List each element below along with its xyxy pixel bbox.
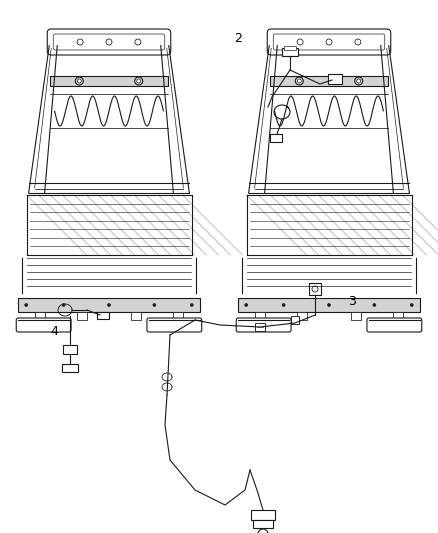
FancyBboxPatch shape <box>309 283 321 295</box>
FancyBboxPatch shape <box>393 312 403 320</box>
FancyBboxPatch shape <box>238 298 420 312</box>
FancyBboxPatch shape <box>18 298 200 312</box>
FancyBboxPatch shape <box>270 76 389 86</box>
FancyBboxPatch shape <box>255 323 265 331</box>
Text: 2: 2 <box>234 32 242 45</box>
FancyBboxPatch shape <box>291 316 299 324</box>
FancyBboxPatch shape <box>284 46 296 50</box>
Circle shape <box>312 286 318 292</box>
Circle shape <box>410 303 413 306</box>
Circle shape <box>282 303 285 306</box>
FancyBboxPatch shape <box>297 312 307 320</box>
FancyBboxPatch shape <box>35 312 45 320</box>
Circle shape <box>137 79 141 83</box>
FancyBboxPatch shape <box>255 312 265 320</box>
FancyBboxPatch shape <box>253 520 273 528</box>
Circle shape <box>258 529 268 533</box>
Circle shape <box>135 77 143 85</box>
FancyBboxPatch shape <box>131 312 141 320</box>
Circle shape <box>153 303 156 306</box>
Circle shape <box>357 79 361 83</box>
FancyBboxPatch shape <box>367 318 422 332</box>
FancyBboxPatch shape <box>282 48 298 56</box>
Text: 3: 3 <box>348 295 356 308</box>
FancyBboxPatch shape <box>173 312 183 320</box>
Circle shape <box>373 303 376 306</box>
Circle shape <box>25 303 28 306</box>
FancyBboxPatch shape <box>147 318 202 332</box>
FancyBboxPatch shape <box>16 318 71 332</box>
FancyBboxPatch shape <box>77 312 87 320</box>
FancyBboxPatch shape <box>251 510 275 520</box>
Circle shape <box>355 77 363 85</box>
Circle shape <box>245 303 248 306</box>
FancyBboxPatch shape <box>63 345 77 354</box>
Circle shape <box>297 79 301 83</box>
Circle shape <box>190 303 193 306</box>
Circle shape <box>75 77 83 85</box>
Circle shape <box>77 79 81 83</box>
FancyBboxPatch shape <box>62 364 78 372</box>
Circle shape <box>62 303 65 306</box>
FancyBboxPatch shape <box>328 74 342 84</box>
FancyBboxPatch shape <box>267 29 391 55</box>
FancyBboxPatch shape <box>49 76 168 86</box>
Circle shape <box>295 77 303 85</box>
Circle shape <box>107 303 110 306</box>
FancyBboxPatch shape <box>351 312 361 320</box>
FancyBboxPatch shape <box>97 312 109 319</box>
Text: 4: 4 <box>50 325 58 338</box>
FancyBboxPatch shape <box>236 318 291 332</box>
Circle shape <box>328 303 331 306</box>
FancyBboxPatch shape <box>270 134 282 142</box>
FancyBboxPatch shape <box>47 29 171 55</box>
